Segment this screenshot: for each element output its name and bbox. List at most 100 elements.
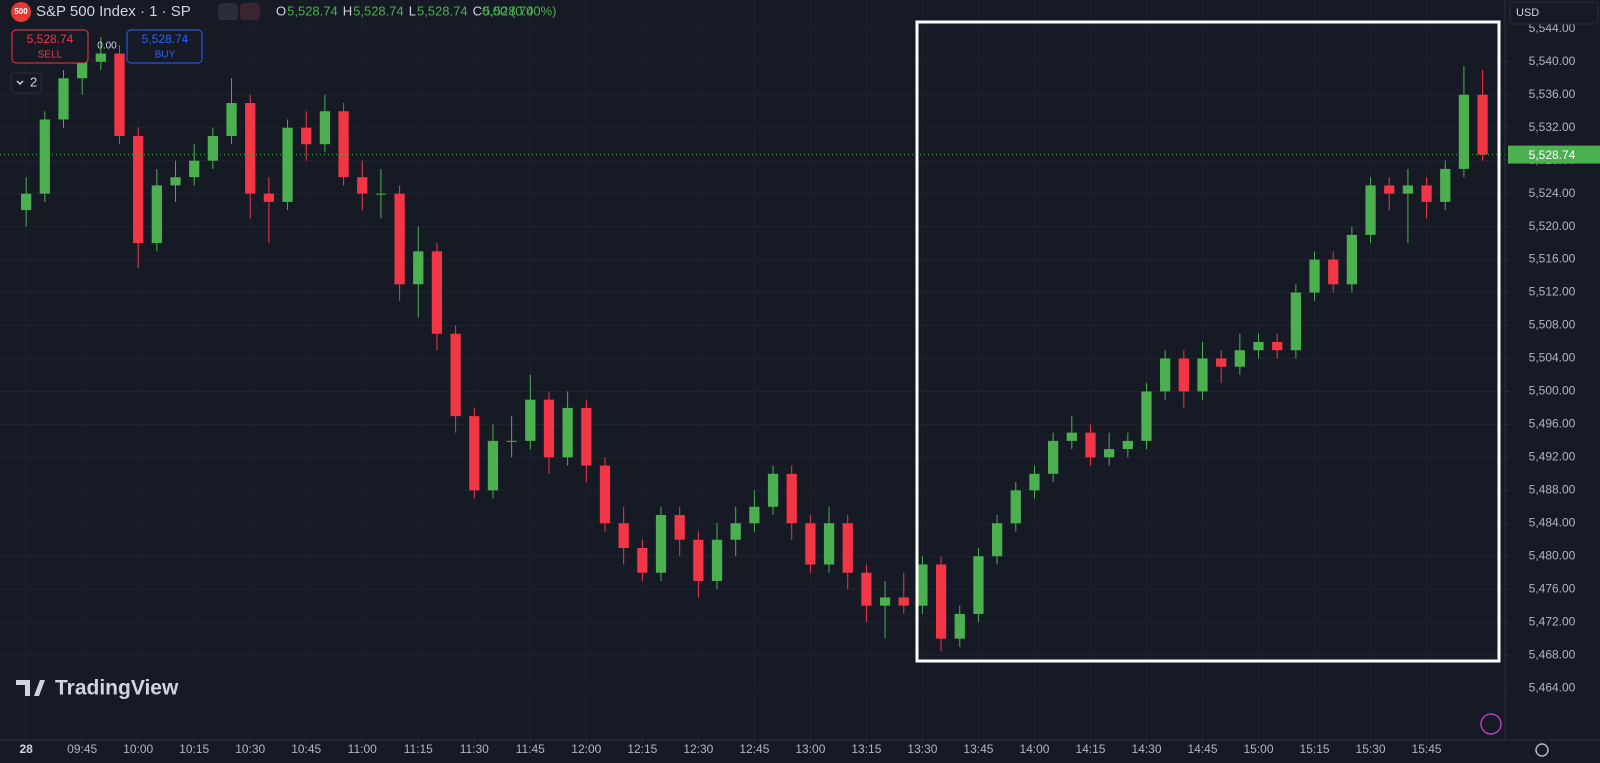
candle-body [1328,259,1339,285]
y-tick-label: 5,524.00 [1529,186,1576,200]
x-tick-label: 15:00 [1244,742,1274,756]
candle-body [1365,185,1376,235]
buy-button[interactable] [126,29,203,64]
candle-body [1402,185,1414,194]
candle-body [1346,234,1358,285]
toggle[interactable] [218,3,238,20]
candle-body [693,539,704,581]
y-tick-label: 5,480.00 [1529,548,1576,562]
candle-body [954,613,965,639]
x-tick-label: 11:45 [516,742,545,756]
candle-body [282,127,293,202]
x-tick-label: 28 [19,742,33,756]
x-tick-label: 14:00 [1019,742,1049,756]
y-tick-label: 5,508.00 [1529,318,1576,332]
candle-body [1458,94,1470,169]
x-tick-label: 13:00 [795,742,825,756]
candles [0,37,1505,652]
x-tick-label: 10:00 [123,742,153,756]
candle-body [189,160,200,178]
indicators-toggle[interactable] [10,72,42,94]
candle-body [207,135,219,161]
y-tick-label: 5,488.00 [1529,482,1576,496]
candle-body [823,523,835,565]
candle-body [114,53,125,136]
candle-body [226,103,237,136]
candle-body [506,440,517,442]
y-tick-label: 5,464.00 [1529,680,1576,694]
y-tick-label: 5,472.00 [1529,614,1576,628]
settings-button[interactable] [1535,743,1549,757]
candle-body [469,416,480,491]
candle-body [1421,185,1432,202]
x-tick-label: 12:15 [627,742,657,756]
currency-button[interactable] [1509,1,1599,25]
y-tick-label: 5,540.00 [1529,54,1576,68]
candle-body [525,399,536,441]
y-tick-label: 5,504.00 [1529,351,1576,365]
candle-body [151,185,162,244]
candle-body [543,399,555,458]
ohlc-value: 5,528.74 [483,3,534,18]
y-tick-label: 5,520.00 [1529,219,1576,233]
x-tick-label: 13:45 [963,742,993,756]
candle-body [170,177,181,186]
candle-body [39,119,50,194]
candle-body [263,193,275,202]
y-tick-label: 5,476.00 [1529,581,1576,595]
logo-text: 500 [14,7,28,16]
y-tick-label: 5,484.00 [1529,515,1576,529]
x-tick-label: 13:15 [851,742,881,756]
y-tick-label: 5,532.00 [1529,120,1576,134]
spark-button[interactable] [1480,713,1502,735]
candle-body [898,597,909,606]
candle-body [487,440,499,491]
candle-body [1234,350,1245,367]
candle-body [58,78,69,120]
y-tick-label: 5,500.00 [1529,384,1576,398]
candle-body [879,597,891,606]
candle-body [1440,168,1451,202]
candle-body [1477,94,1488,155]
candle-body [786,473,797,524]
brand: TradingView [55,677,179,700]
currency: USD [1516,7,1539,19]
candle-body [301,127,312,145]
x-tick-label: 10:30 [235,742,265,756]
toggle[interactable] [240,3,260,20]
change: 0.00 (0.00%) [482,3,556,18]
candle-body [1085,432,1096,458]
x-tick-label: 11:30 [460,742,489,756]
ohlc-key: O [276,3,286,18]
candle-body [1272,341,1283,351]
candle-body [1066,432,1077,441]
candle-body [1122,440,1133,450]
sell-button[interactable] [11,29,89,64]
candle-body [319,111,331,145]
candle-body [1216,358,1227,367]
candle-body [935,564,947,639]
last-price-box [1508,145,1600,164]
candle-body [1384,185,1395,194]
logo[interactable] [11,2,31,22]
candle-body [375,193,387,195]
candle-body [1047,440,1059,474]
indicators-count: 2 [30,74,37,89]
symbol[interactable]: S&P 500 Index · 1 · SP [36,3,191,20]
candle-body [637,547,648,573]
candle-body [133,135,144,244]
x-tick-label: 12:30 [683,742,713,756]
candle-body [1104,449,1115,458]
ohlc-legend: O 5,528.74 H 5,528.74 L 5,528.74 C 5,528.74 [276,3,534,18]
x-tick-label: 12:45 [739,742,769,756]
candle-body [1253,341,1264,351]
candle-body [991,523,1003,557]
candle-body [599,465,611,524]
candle-body [581,407,592,466]
candle-body [1178,358,1189,392]
candle-body [245,103,256,194]
candle-body [450,333,461,417]
y-tick-label: 5,468.00 [1529,647,1576,661]
